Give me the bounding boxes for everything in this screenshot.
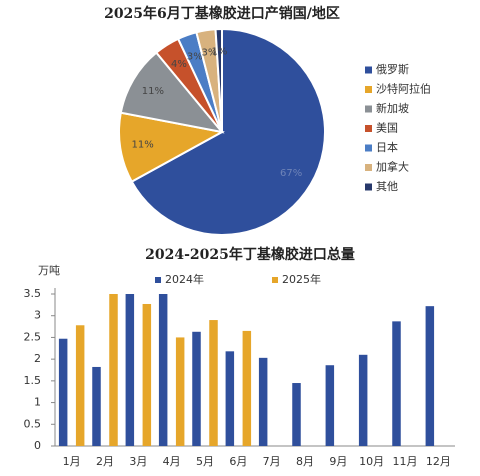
pie-slice: [214, 27, 223, 133]
slice-label: 4%: [171, 59, 187, 70]
bar: [242, 330, 252, 446]
legend-label: 加拿大: [376, 160, 409, 174]
legend-label: 日本: [376, 140, 398, 154]
legend-label: 俄罗斯: [376, 63, 409, 76]
bar: [325, 365, 335, 446]
bar: [175, 337, 185, 446]
y-tick-label: 3.5: [24, 287, 42, 300]
pie-title: 2025年6月丁基橡胶进口产销国/地区: [104, 5, 340, 22]
bar: [292, 383, 301, 446]
bar: [125, 294, 135, 446]
x-tick-label: 1月: [63, 455, 81, 468]
bar-title: 2024-2025年丁基橡胶进口总量: [145, 246, 355, 263]
y-tick-label: 3: [34, 309, 41, 322]
x-tick-label: 4月: [163, 455, 181, 468]
bar: [209, 320, 218, 446]
legend-label: 2024年: [165, 272, 204, 286]
legend-swatch: [365, 144, 372, 152]
slice-label: 3%: [201, 48, 217, 59]
legend-swatch: [365, 66, 372, 74]
x-tick-label: 3月: [129, 455, 147, 468]
x-tick-label: 2月: [96, 455, 114, 468]
bar: [58, 338, 68, 446]
bar: [392, 321, 401, 446]
x-tick-label: 8月: [296, 455, 314, 468]
x-tick-label: 7月: [263, 455, 281, 468]
x-tick-label: 10月: [359, 455, 384, 468]
bar: [192, 331, 201, 446]
slice-label: 3%: [187, 51, 203, 62]
bar: [158, 294, 168, 446]
slice-label: 11%: [142, 86, 164, 97]
y-tick-label: 1: [34, 396, 41, 409]
bar: [142, 303, 152, 446]
legend-swatch: [365, 86, 372, 93]
legend-label: 沙特阿拉伯: [376, 82, 431, 96]
bar: [92, 366, 101, 446]
y-axis-label: 万吨: [38, 264, 60, 277]
pie-slice: [130, 27, 326, 236]
slice-label: 67%: [280, 168, 302, 179]
bar: [75, 325, 85, 446]
legend-label: 美国: [376, 122, 398, 135]
y-tick-label: 2.5: [24, 330, 42, 343]
y-tick-label: 0: [34, 439, 41, 452]
slice-label: 11%: [132, 140, 154, 151]
x-tick-label: 11月: [393, 455, 418, 468]
pie-slice: [118, 111, 225, 183]
bar: [109, 294, 118, 446]
x-tick-label: 6月: [229, 455, 247, 468]
legend-swatch: [365, 164, 372, 171]
x-tick-label: 5月: [196, 455, 214, 468]
legend-label: 2025年: [282, 272, 321, 286]
legend-swatch: [272, 277, 278, 283]
slice-label: 1%: [212, 47, 228, 58]
y-tick-label: 0.5: [24, 417, 42, 430]
bar: [425, 306, 435, 446]
legend-swatch: [365, 105, 372, 113]
y-tick-label: 2: [34, 352, 41, 365]
bar: [258, 357, 268, 446]
x-tick-label: 9月: [329, 455, 347, 468]
bar: [225, 351, 235, 446]
legend-swatch: [365, 183, 372, 191]
legend-label: 新加坡: [376, 101, 409, 115]
y-tick-label: 1.5: [24, 374, 42, 387]
x-tick-label: 12月: [426, 455, 451, 468]
legend-swatch: [365, 125, 372, 132]
pie-slice: [119, 51, 225, 134]
legend-label: 其他: [376, 180, 398, 193]
legend-swatch: [155, 277, 161, 283]
bar: [358, 354, 368, 446]
